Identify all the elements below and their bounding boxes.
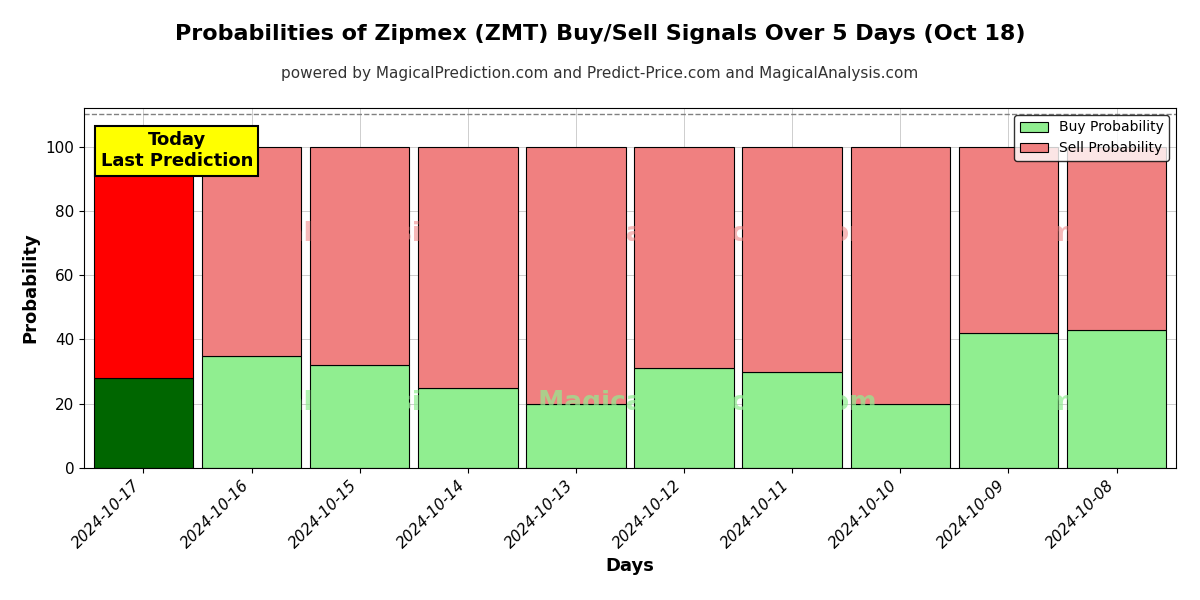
Bar (202, 146, 301, 355)
Bar (851, 146, 950, 404)
Text: n   MagicalPrediction.com: n MagicalPrediction.com (492, 221, 877, 247)
Legend: Buy Probability, Sell Probability: Buy Probability, Sell Probability (1014, 115, 1169, 161)
Text: Today
Last Prediction: Today Last Prediction (101, 131, 253, 170)
Bar (1067, 330, 1166, 468)
Bar (851, 404, 950, 468)
Bar (418, 146, 517, 388)
Bar (959, 146, 1058, 333)
Bar (418, 388, 517, 468)
Bar (743, 146, 842, 371)
Bar (635, 368, 733, 468)
Text: com: com (1014, 390, 1075, 416)
Y-axis label: Probability: Probability (22, 233, 40, 343)
Bar (94, 146, 193, 378)
Bar (527, 404, 625, 468)
Bar (743, 371, 842, 468)
Text: Probabilities of Zipmex (ZMT) Buy/Sell Signals Over 5 Days (Oct 18): Probabilities of Zipmex (ZMT) Buy/Sell S… (175, 24, 1025, 44)
Bar (959, 333, 1058, 468)
Bar (202, 355, 301, 468)
Bar (635, 146, 733, 368)
Bar (527, 146, 625, 404)
Bar (94, 378, 193, 468)
Text: n   MagicalPrediction.com: n MagicalPrediction.com (492, 390, 877, 416)
Text: calAnalysis.com: calAnalysis.com (271, 221, 509, 247)
X-axis label: Days: Days (606, 557, 654, 575)
Text: com: com (1014, 221, 1075, 247)
Bar (1067, 146, 1166, 330)
Text: calAnalysis.com: calAnalysis.com (271, 390, 509, 416)
Bar (310, 146, 409, 365)
Text: powered by MagicalPrediction.com and Predict-Price.com and MagicalAnalysis.com: powered by MagicalPrediction.com and Pre… (281, 66, 919, 81)
Bar (310, 365, 409, 468)
